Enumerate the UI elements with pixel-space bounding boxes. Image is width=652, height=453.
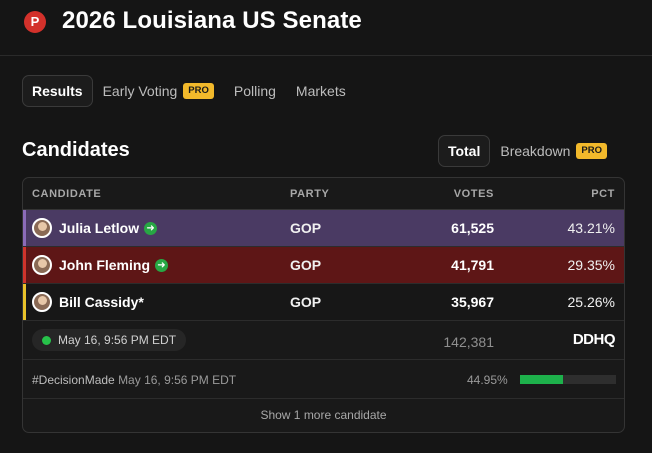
decision-time: May 16, 9:56 PM EDT [118, 373, 237, 387]
decision-tag: #DecisionMade [32, 373, 115, 387]
pro-badge: PRO [183, 83, 214, 99]
header-party: PARTY [290, 188, 330, 200]
arrow-right-circle-icon: ➜ [155, 258, 168, 272]
arrow-right-circle-icon: ➜ [144, 221, 158, 235]
live-dot-icon [42, 335, 51, 345]
candidate-name: John Fleming ➜ [59, 257, 168, 273]
pct: 43.21% [567, 220, 615, 236]
toggle-breakdown-label: Breakdown [500, 143, 571, 159]
timestamp-pill: May 16, 9:56 PM EDT [32, 329, 187, 351]
header: P 2026 Louisiana US Senate [0, 0, 652, 56]
tab-early-voting-label: Early Voting [102, 83, 178, 99]
tab-polling-label: Polling [233, 83, 276, 99]
toggle-total[interactable]: Total [437, 135, 491, 167]
ddhq-logo-icon[interactable]: DDHQ [572, 331, 616, 348]
section-title: Candidates [22, 139, 130, 161]
avatar [32, 218, 52, 238]
party: GOP [290, 294, 322, 310]
decision-info: #DecisionMade May 16, 9:56 PM EDT [32, 373, 236, 387]
votes: 61,525 [451, 220, 494, 236]
pct: 29.35% [567, 257, 615, 273]
header-pct: PCT [591, 188, 615, 200]
header-votes: VOTES [453, 188, 494, 200]
totals-row: May 16, 9:56 PM EDT 142,381 DDHQ [23, 322, 624, 360]
tab-markets-label: Markets [295, 83, 346, 99]
table-row[interactable]: Bill Cassidy* GOP 35,967 25.26% [23, 284, 624, 321]
total-votes: 142,381 [443, 334, 494, 350]
table-row[interactable]: John Fleming ➜ GOP 41,791 29.35% [23, 247, 624, 284]
tab-polling[interactable]: Polling [224, 75, 286, 107]
candidate-name-text: John Fleming [59, 257, 150, 273]
party: GOP [290, 220, 322, 236]
tab-results-label: Results [32, 83, 83, 99]
votes: 35,967 [451, 294, 494, 310]
header-candidate: CANDIDATE [32, 188, 102, 200]
results-card: CANDIDATE PARTY VOTES PCT Julia Letlow ➜… [22, 177, 625, 433]
table-header: CANDIDATE PARTY VOTES PCT [23, 178, 624, 210]
row-accent-bar [23, 210, 26, 246]
row-accent-bar [23, 247, 26, 283]
view-toggle: Total Breakdown PRO [437, 135, 617, 167]
p-logo-icon[interactable]: P [24, 11, 46, 33]
table-row[interactable]: Julia Letlow ➜ GOP 61,525 43.21% [23, 210, 624, 247]
candidate-name-text: Julia Letlow [59, 220, 140, 236]
pct: 25.26% [567, 294, 615, 310]
candidate-name-text: Bill Cassidy* [59, 294, 144, 310]
reporting-pct: 44.95% [467, 373, 508, 387]
show-more-button[interactable]: Show 1 more candidate [260, 408, 387, 422]
timestamp: May 16, 9:56 PM EDT [58, 333, 177, 347]
candidate-name: Bill Cassidy* [59, 294, 144, 310]
tab-bar: Results Early Voting PRO Polling Markets [22, 75, 356, 107]
candidate-name: Julia Letlow ➜ [59, 220, 158, 236]
toggle-total-label: Total [447, 143, 481, 159]
reporting-progress-fill [520, 375, 564, 384]
toggle-breakdown[interactable]: Breakdown PRO [490, 135, 617, 167]
decision-row: #DecisionMade May 16, 9:56 PM EDT 44.95% [23, 361, 624, 399]
row-accent-bar [23, 284, 26, 320]
reporting-progress-bar [520, 375, 616, 384]
tab-early-voting[interactable]: Early Voting PRO [93, 75, 224, 107]
pro-badge: PRO [576, 143, 607, 159]
tab-markets[interactable]: Markets [286, 75, 356, 107]
tab-results[interactable]: Results [22, 75, 93, 107]
page-title: 2026 Louisiana US Senate [62, 7, 362, 34]
avatar [32, 255, 52, 275]
avatar [32, 292, 52, 312]
votes: 41,791 [451, 257, 494, 273]
party: GOP [290, 257, 322, 273]
